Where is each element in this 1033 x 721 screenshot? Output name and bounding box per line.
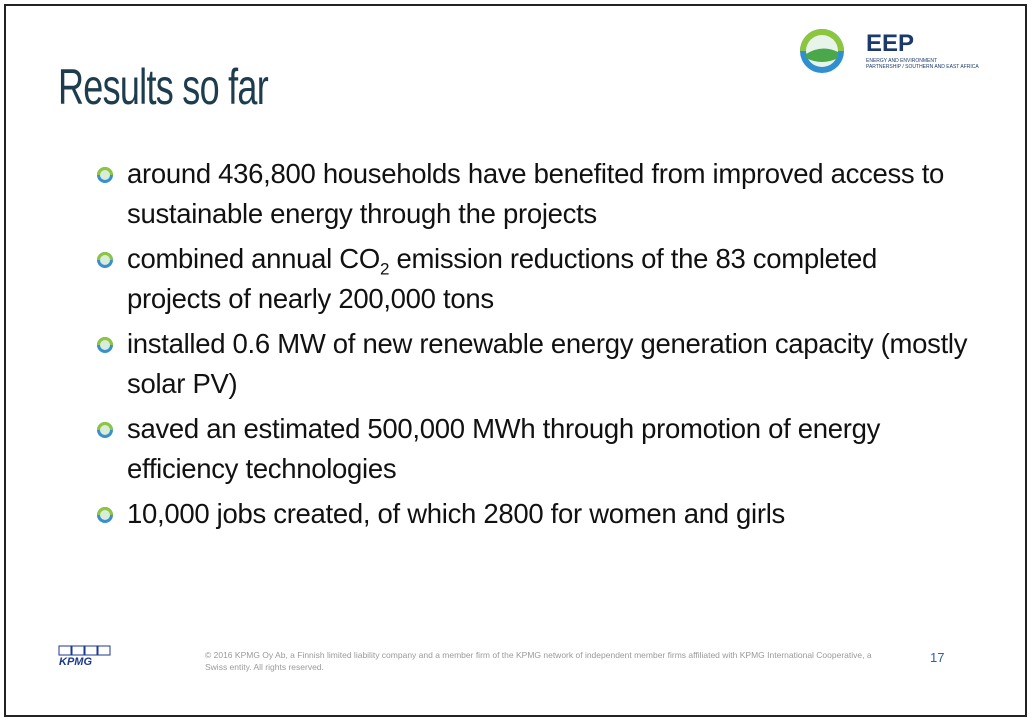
bullet-icon [97,337,113,353]
page-number: 17 [930,650,945,665]
bullet: combined annual CO2 emission reductions … [96,239,976,319]
bullet-icon [97,167,113,183]
bullet-text: saved an estimated 500,000 MWh through p… [127,413,881,484]
bullet-text: around 436,800 households have benefited… [127,158,945,229]
bullet: 10,000 jobs created, of which 2800 for w… [96,494,976,534]
slide-frame [4,4,1027,717]
bullet-icon [97,252,113,268]
logo-subtitle-line: ENERGY AND ENVIRONMENT [866,58,938,64]
bullet-text: installed 0.6 MW of new renewable energy… [127,328,968,399]
logo-subtitle-line: PARTNERSHIP / SOUTHERN AND EAST AFRICA [866,64,979,70]
bullet-text: combined annual CO [127,243,380,274]
logo-icon [800,29,844,73]
bullet-icon [97,507,113,523]
slide-title: Results so far [58,59,269,115]
bullet: around 436,800 households have benefited… [96,154,976,234]
copyright: © 2016 KPMG Oy Ab, a Finnish limited lia… [205,650,872,672]
logo-subtitle: ENERGY AND ENVIRONMENT PARTNERSHIP / SOUT… [866,58,979,70]
bullet-text: 10,000 jobs created, of which 2800 for w… [127,498,785,529]
logo-text: EEP [866,30,915,57]
bullet-text: 2 [379,259,390,279]
kpmg-logo: KPMG [58,645,111,667]
bullet-icon [97,422,113,438]
bullet: installed 0.6 MW of new renewable energy… [96,324,976,404]
bullet-text: emission reductions of the 83 completed … [127,243,877,314]
bullet: saved an estimated 500,000 MWh through p… [96,409,976,489]
kpmg-text: KPMG [59,656,92,667]
bullet-list: around 436,800 households have benefited… [96,154,976,539]
